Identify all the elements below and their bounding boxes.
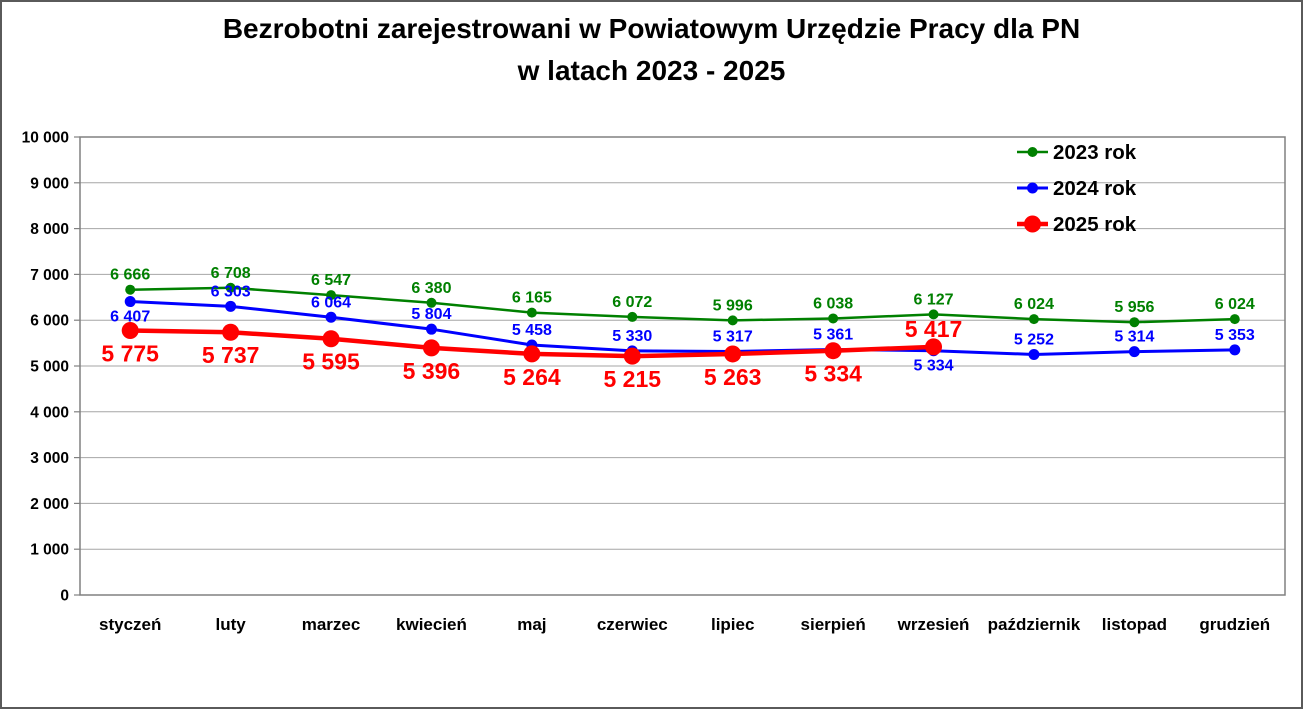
series-2023-rok-point <box>727 315 738 326</box>
series-2025-rok-value-label: 5 215 <box>604 366 662 392</box>
x-axis-label: czerwiec <box>597 615 668 634</box>
series-2023-rok-point <box>1028 314 1039 325</box>
series-2024-rok-value-label: 5 252 <box>1014 331 1054 348</box>
y-axis-label: 5 000 <box>30 359 69 376</box>
x-axis-label: listopad <box>1102 615 1167 634</box>
x-axis-label: sierpień <box>801 615 866 634</box>
x-axis-label: maj <box>517 615 546 634</box>
series-2024-rok-value-label: 5 353 <box>1215 327 1255 344</box>
series-2023-rok-point <box>326 290 337 301</box>
series-2025-rok-value-label: 5 334 <box>804 361 862 387</box>
series-2023-rok-value-label: 6 165 <box>512 290 552 307</box>
y-axis-label: 6 000 <box>30 313 69 330</box>
series-2023-rok-point <box>627 311 638 322</box>
series-2025-rok-value-label: 5 396 <box>403 358 461 384</box>
x-axis-label: luty <box>216 615 247 634</box>
series-2024-rok-point <box>1128 346 1140 358</box>
series-2024-rok-value-label: 5 458 <box>512 322 552 339</box>
y-axis-label: 1 000 <box>30 542 69 559</box>
series-2025-rok-point <box>523 345 541 363</box>
series-2023-rok-point <box>426 297 437 308</box>
y-axis-label: 8 000 <box>30 221 69 238</box>
series-2023-rok-value-label: 6 666 <box>110 267 150 284</box>
series-2024-rok-value-label: 5 334 <box>914 358 954 375</box>
series-2024-rok-value-label: 5 314 <box>1114 329 1154 346</box>
series-2023-rok-value-label: 6 127 <box>914 291 954 308</box>
legend-2024-rok-marker <box>1027 182 1038 194</box>
chart-title-line1: Bezrobotni zarejestrowani w Powiatowym U… <box>222 13 1081 44</box>
x-axis-label: październik <box>988 615 1081 634</box>
series-2023-rok-point <box>1129 317 1140 328</box>
x-axis-label: kwiecień <box>396 615 467 634</box>
series-2025-rok-point <box>121 322 139 340</box>
series-2023-rok-point <box>928 309 939 320</box>
series-2023-rok-point <box>225 282 236 293</box>
x-axis-label: grudzień <box>1199 615 1270 634</box>
series-2024-rok-point <box>325 311 337 323</box>
legend-2024-rok-label: 2024 rok <box>1053 177 1137 200</box>
series-2024-rok-point <box>1028 348 1040 360</box>
y-axis-label: 4 000 <box>30 404 69 421</box>
series-2024-rok-point <box>1229 344 1241 356</box>
x-axis-label: styczeń <box>99 615 161 634</box>
legend-2025-rok-label: 2025 rok <box>1053 213 1137 236</box>
series-2025-rok-value-label: 5 737 <box>202 342 260 368</box>
y-axis-label: 3 000 <box>30 450 69 467</box>
series-2023-rok-point <box>828 313 839 324</box>
series-2024-rok-value-label: 6 064 <box>311 294 351 311</box>
x-axis-label: wrzesień <box>897 615 970 634</box>
series-2023-rok-value-label: 5 996 <box>713 297 753 314</box>
series-2024-rok-value-label: 6 303 <box>211 283 251 300</box>
y-axis-label: 2 000 <box>30 496 69 513</box>
series-2024-rok-point <box>225 300 237 312</box>
series-2023-rok-value-label: 6 038 <box>813 295 853 312</box>
x-axis-label: lipiec <box>711 615 754 634</box>
series-2024-rok-value-label: 5 317 <box>713 328 753 345</box>
series-2025-rok-point <box>724 345 742 363</box>
series-2023-rok-value-label: 6 024 <box>1215 296 1255 313</box>
series-2024-rok-point <box>124 296 136 308</box>
series-2025-rok-point <box>222 323 240 341</box>
series-2024-rok-value-label: 5 330 <box>612 328 652 345</box>
legend-2023-rok-marker <box>1027 147 1038 157</box>
series-2025-rok-value-label: 5 417 <box>905 316 963 342</box>
series-2023-rok-point <box>125 284 136 295</box>
y-axis-label: 0 <box>60 588 69 605</box>
series-2023-rok-value-label: 6 024 <box>1014 296 1054 313</box>
series-2023-rok-line <box>130 286 1235 324</box>
chart-title-line2: w latach 2023 - 2025 <box>517 55 786 86</box>
series-2023-rok-value-label: 6 547 <box>311 272 351 289</box>
series-2024-rok-value-label: 6 407 <box>110 309 150 326</box>
legend-2025-rok-marker <box>1024 215 1041 233</box>
series-2025-rok-value-label: 5 263 <box>704 364 762 390</box>
y-axis-label: 7 000 <box>30 267 69 284</box>
series-2023-rok-value-label: 5 956 <box>1114 299 1154 316</box>
legend-2023-rok-label: 2023 rok <box>1053 141 1137 164</box>
series-2024-rok-value-label: 5 804 <box>411 306 451 323</box>
chart-title: Bezrobotni zarejestrowani w Powiatowym U… <box>2 8 1301 92</box>
series-2025-rok-value-label: 5 775 <box>101 341 159 367</box>
series-2025-rok-point <box>824 342 842 360</box>
series-2024-rok-point <box>425 323 437 335</box>
series-2025-rok-point <box>422 339 440 357</box>
series-2024-rok-line <box>130 300 1235 356</box>
series-2025-rok-value-label: 5 264 <box>503 364 561 390</box>
series-2023-rok-point <box>526 307 537 318</box>
y-axis-label: 10 000 <box>22 130 69 147</box>
series-2023-rok-value-label: 6 708 <box>211 265 251 282</box>
series-2023-rok-value-label: 6 072 <box>612 294 652 311</box>
y-axis-label: 9 000 <box>30 175 69 192</box>
plot-border <box>79 136 1286 596</box>
series-2025-rok-point <box>322 330 340 348</box>
x-axis-label: marzec <box>302 615 361 634</box>
series-2024-rok-value-label: 5 361 <box>813 326 853 343</box>
series-2023-rok-point <box>1229 314 1240 325</box>
series-2025-rok-point <box>623 347 641 365</box>
series-2025-rok-value-label: 5 595 <box>302 349 360 375</box>
series-2025-rok-point <box>925 338 943 356</box>
series-2023-rok-value-label: 6 380 <box>411 280 451 297</box>
